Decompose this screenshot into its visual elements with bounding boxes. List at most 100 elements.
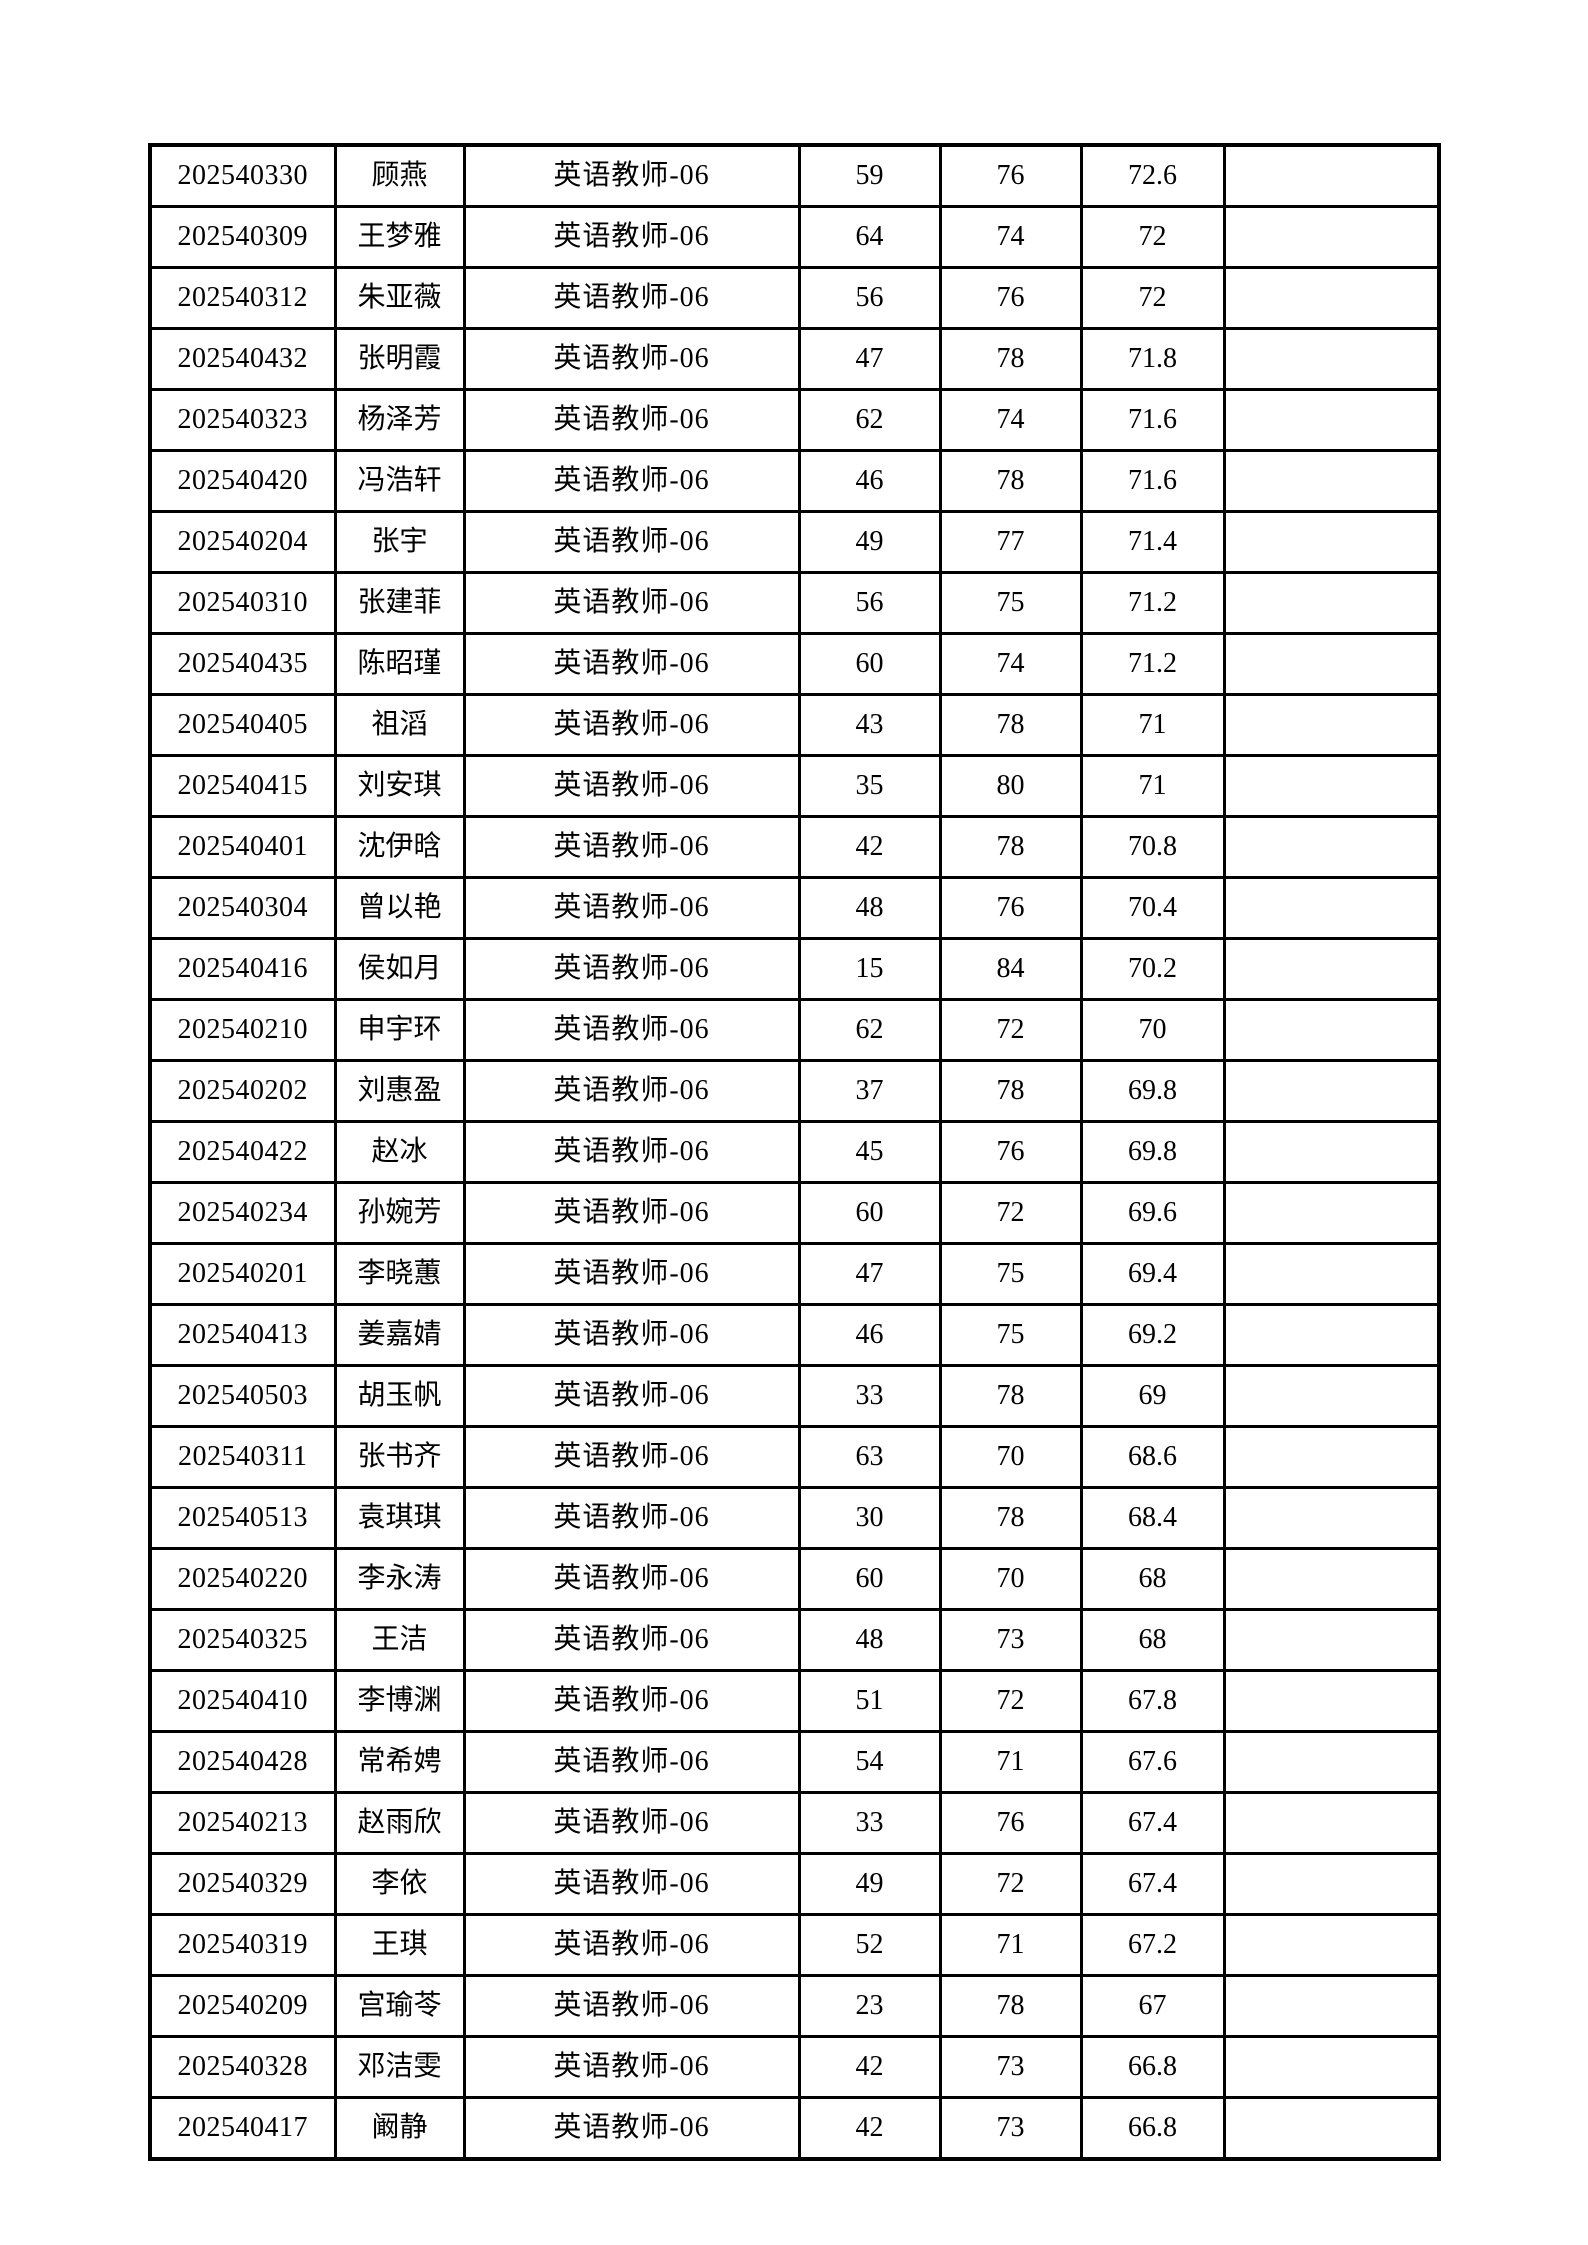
cell-interview-score: 73 <box>938 1608 1083 1672</box>
cell-position: 英语教师-06 <box>462 327 801 391</box>
cell-position: 英语教师-06 <box>462 571 801 635</box>
cell-name: 邓洁雯 <box>333 2035 466 2099</box>
cell-blank <box>1222 266 1441 330</box>
cell-blank <box>1222 998 1441 1062</box>
cell-exam-number: 202540309 <box>148 205 337 269</box>
cell-exam-number: 202540319 <box>148 1913 337 1977</box>
cell-name: 祖滔 <box>333 693 466 757</box>
cell-written-score: 42 <box>797 815 942 879</box>
cell-name: 宫瑜苓 <box>333 1974 466 2038</box>
cell-interview-score: 74 <box>938 388 1083 452</box>
table-row: 202540417 阚静 英语教师-06 42 73 66.8 <box>148 2096 1441 2161</box>
table-row: 202540428 常希娉 英语教师-06 54 71 67.6 <box>148 1730 1441 1794</box>
cell-total-score: 68.6 <box>1079 1425 1226 1489</box>
cell-name: 赵雨欣 <box>333 1791 466 1855</box>
cell-position: 英语教师-06 <box>462 143 801 208</box>
cell-interview-score: 74 <box>938 632 1083 696</box>
cell-position: 英语教师-06 <box>462 1059 801 1123</box>
cell-exam-number: 202540204 <box>148 510 337 574</box>
cell-total-score: 70.2 <box>1079 937 1226 1001</box>
cell-position: 英语教师-06 <box>462 266 801 330</box>
cell-interview-score: 78 <box>938 327 1083 391</box>
cell-written-score: 49 <box>797 1852 942 1916</box>
cell-name: 朱亚薇 <box>333 266 466 330</box>
cell-position: 英语教师-06 <box>462 815 801 879</box>
table-row: 202540220 李永涛 英语教师-06 60 70 68 <box>148 1547 1441 1611</box>
cell-name: 张宇 <box>333 510 466 574</box>
cell-total-score: 71.2 <box>1079 571 1226 635</box>
table-row: 202540410 李博渊 英语教师-06 51 72 67.8 <box>148 1669 1441 1733</box>
cell-written-score: 48 <box>797 876 942 940</box>
table-row: 202540405 祖滔 英语教师-06 43 78 71 <box>148 693 1441 757</box>
cell-name: 曾以艳 <box>333 876 466 940</box>
cell-name: 冯浩轩 <box>333 449 466 513</box>
cell-name: 刘惠盈 <box>333 1059 466 1123</box>
cell-position: 英语教师-06 <box>462 1608 801 1672</box>
cell-position: 英语教师-06 <box>462 754 801 818</box>
cell-written-score: 42 <box>797 2096 942 2161</box>
cell-blank <box>1222 2035 1441 2099</box>
cell-interview-score: 76 <box>938 143 1083 208</box>
cell-written-score: 35 <box>797 754 942 818</box>
table-row: 202540213 赵雨欣 英语教师-06 33 76 67.4 <box>148 1791 1441 1855</box>
cell-written-score: 64 <box>797 205 942 269</box>
cell-blank <box>1222 1364 1441 1428</box>
cell-total-score: 67.4 <box>1079 1791 1226 1855</box>
cell-written-score: 46 <box>797 1303 942 1367</box>
cell-total-score: 71 <box>1079 754 1226 818</box>
cell-total-score: 69.2 <box>1079 1303 1226 1367</box>
cell-exam-number: 202540304 <box>148 876 337 940</box>
cell-position: 英语教师-06 <box>462 1669 801 1733</box>
table-row: 202540503 胡玉帆 英语教师-06 33 78 69 <box>148 1364 1441 1428</box>
cell-position: 英语教师-06 <box>462 1852 801 1916</box>
cell-interview-score: 72 <box>938 1181 1083 1245</box>
cell-interview-score: 75 <box>938 571 1083 635</box>
cell-interview-score: 78 <box>938 1364 1083 1428</box>
cell-blank <box>1222 571 1441 635</box>
cell-interview-score: 75 <box>938 1303 1083 1367</box>
cell-written-score: 59 <box>797 143 942 208</box>
cell-exam-number: 202540311 <box>148 1425 337 1489</box>
cell-exam-number: 202540435 <box>148 632 337 696</box>
cell-total-score: 70.8 <box>1079 815 1226 879</box>
cell-total-score: 69.8 <box>1079 1120 1226 1184</box>
table-row: 202540330 顾燕 英语教师-06 59 76 72.6 <box>148 143 1441 208</box>
cell-exam-number: 202540312 <box>148 266 337 330</box>
cell-name: 申宇环 <box>333 998 466 1062</box>
cell-total-score: 67.2 <box>1079 1913 1226 1977</box>
cell-interview-score: 72 <box>938 1852 1083 1916</box>
cell-name: 赵冰 <box>333 1120 466 1184</box>
cell-position: 英语教师-06 <box>462 876 801 940</box>
cell-blank <box>1222 1913 1441 1977</box>
cell-blank <box>1222 1852 1441 1916</box>
cell-written-score: 15 <box>797 937 942 1001</box>
table-row: 202540304 曾以艳 英语教师-06 48 76 70.4 <box>148 876 1441 940</box>
cell-blank <box>1222 1181 1441 1245</box>
table-row: 202540415 刘安琪 英语教师-06 35 80 71 <box>148 754 1441 818</box>
table-row: 202540319 王琪 英语教师-06 52 71 67.2 <box>148 1913 1441 1977</box>
cell-interview-score: 78 <box>938 1486 1083 1550</box>
table-row: 202540325 王洁 英语教师-06 48 73 68 <box>148 1608 1441 1672</box>
cell-interview-score: 73 <box>938 2096 1083 2161</box>
cell-exam-number: 202540202 <box>148 1059 337 1123</box>
cell-total-score: 72 <box>1079 205 1226 269</box>
table-row: 202540210 申宇环 英语教师-06 62 72 70 <box>148 998 1441 1062</box>
cell-total-score: 68 <box>1079 1547 1226 1611</box>
cell-name: 张书齐 <box>333 1425 466 1489</box>
cell-interview-score: 78 <box>938 1059 1083 1123</box>
cell-blank <box>1222 449 1441 513</box>
cell-written-score: 33 <box>797 1791 942 1855</box>
cell-name: 刘安琪 <box>333 754 466 818</box>
cell-written-score: 52 <box>797 1913 942 1977</box>
cell-blank <box>1222 1242 1441 1306</box>
cell-exam-number: 202540220 <box>148 1547 337 1611</box>
cell-name: 李依 <box>333 1852 466 1916</box>
table-row: 202540329 李依 英语教师-06 49 72 67.4 <box>148 1852 1441 1916</box>
cell-total-score: 69.4 <box>1079 1242 1226 1306</box>
cell-total-score: 67.8 <box>1079 1669 1226 1733</box>
table-row: 202540422 赵冰 英语教师-06 45 76 69.8 <box>148 1120 1441 1184</box>
cell-position: 英语教师-06 <box>462 1242 801 1306</box>
cell-position: 英语教师-06 <box>462 1974 801 2038</box>
cell-exam-number: 202540213 <box>148 1791 337 1855</box>
cell-written-score: 47 <box>797 327 942 391</box>
